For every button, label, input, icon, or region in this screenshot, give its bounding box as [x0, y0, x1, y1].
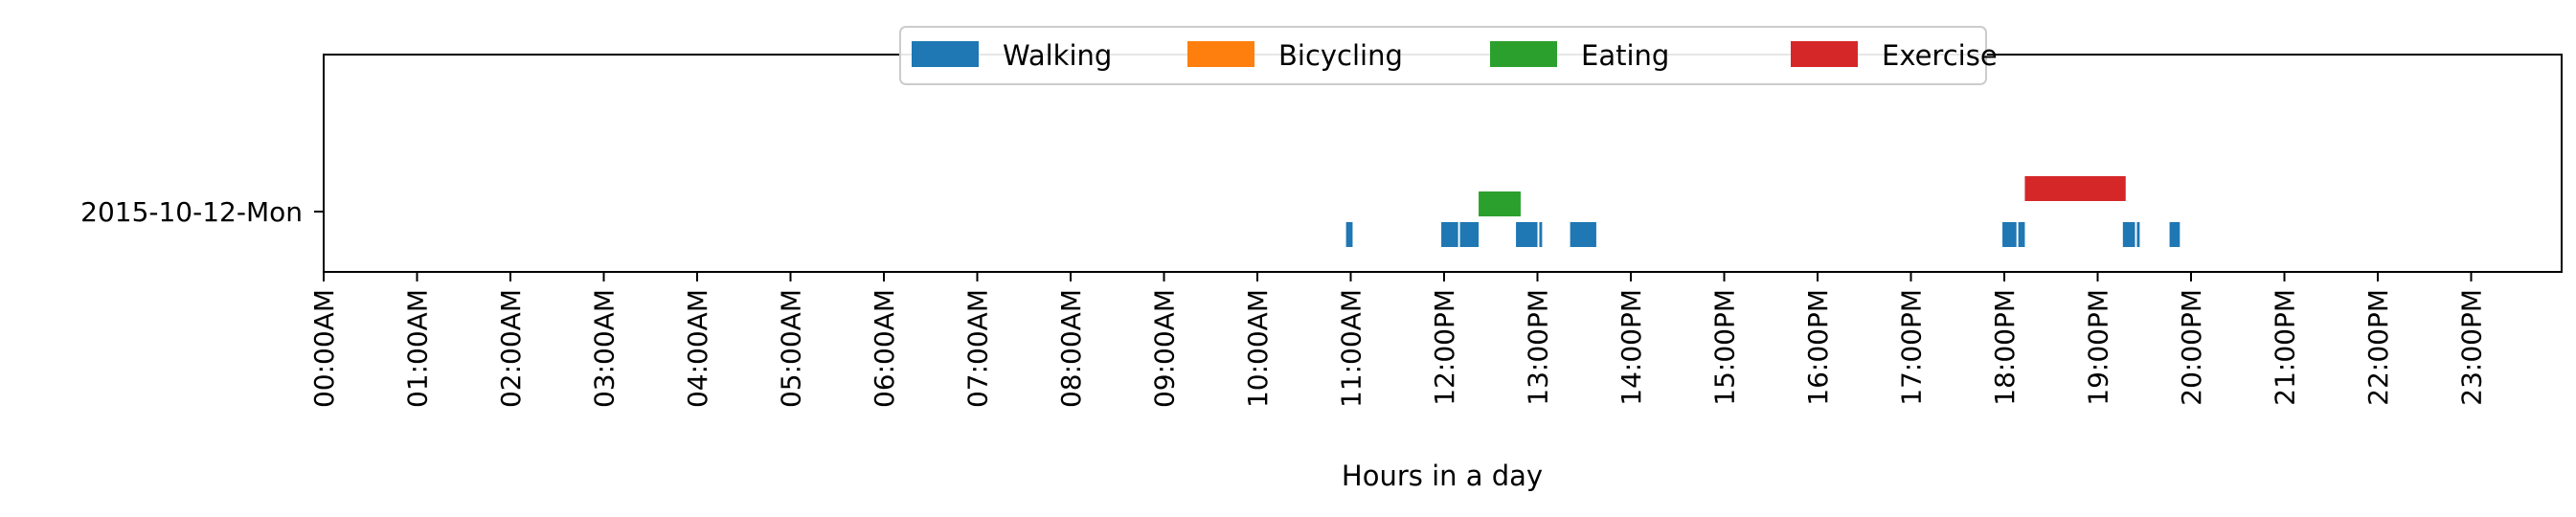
exercise-bar-0 [2024, 176, 2126, 201]
walking-bar-0 [1345, 222, 1353, 247]
x-tick-label-8: 08:00AM [1055, 289, 1087, 408]
x-axis: 00:00AM 01:00AM 02:00AM 03:00AM 04:00AM 05:00… [308, 272, 2488, 408]
walking-legend-swatch [912, 41, 979, 67]
x-tick-label-12: 12:00PM [1429, 289, 1460, 406]
x-tick-label-15: 15:00PM [1709, 289, 1741, 406]
walking-bar-4 [1539, 222, 1543, 247]
x-tick-label-4: 04:00AM [682, 289, 713, 408]
x-tick-label-10: 10:00AM [1242, 289, 1274, 408]
x-tick-label-9: 09:00AM [1149, 289, 1181, 408]
x-tick-label-1: 01:00AM [402, 289, 434, 408]
walking-bar-10 [2169, 222, 2181, 247]
x-tick-label-2: 02:00AM [495, 289, 527, 408]
x-tick-label-7: 07:00AM [962, 289, 994, 408]
x-axis-title: Hours in a day [1342, 460, 1543, 492]
walking-bar-2 [1459, 222, 1480, 247]
x-tick-label-14: 14:00PM [1616, 289, 1647, 406]
x-tick-label-17: 17:00PM [1896, 289, 1928, 406]
legend: Walking Bicycling Eating Exercise [899, 26, 1998, 85]
walking-bar-5 [1570, 222, 1596, 247]
eating-legend-label: Eating [1581, 39, 1669, 72]
walking-bar-3 [1516, 222, 1538, 247]
bicycling-legend-swatch [1187, 41, 1254, 67]
x-tick-label-22: 22:00PM [2362, 289, 2394, 406]
bicycling-legend-label: Bicycling [1278, 39, 1403, 72]
x-tick-label-16: 16:00PM [1802, 289, 1834, 406]
eating-legend-swatch [1490, 41, 1557, 67]
x-tick-label-0: 00:00AM [308, 289, 340, 408]
x-tick-label-19: 19:00PM [2083, 289, 2114, 406]
exercise-legend-label: Exercise [1882, 39, 1998, 72]
bars-layer [1345, 176, 2181, 247]
walking-bar-6 [2002, 222, 2017, 247]
x-tick-label-23: 23:00PM [2456, 289, 2488, 406]
y-tick-label-0: 2015-10-12-Mon [80, 196, 303, 228]
walking-bar-1 [1441, 222, 1458, 247]
walking-legend-label: Walking [1003, 39, 1112, 72]
exercise-legend-swatch [1791, 41, 1858, 67]
walking-bar-9 [2136, 222, 2140, 247]
x-tick-label-21: 21:00PM [2270, 289, 2301, 406]
walking-bar-8 [2122, 222, 2135, 247]
y-axis: 2015-10-12-Mon [80, 196, 324, 228]
x-tick-label-13: 13:00PM [1523, 289, 1554, 406]
x-tick-label-20: 20:00PM [2176, 289, 2207, 406]
legend-box [899, 26, 1987, 85]
x-tick-label-5: 05:00AM [776, 289, 807, 408]
walking-bar-7 [2018, 222, 2025, 247]
eating-bar-0 [1479, 191, 1521, 216]
x-tick-label-11: 11:00AM [1336, 289, 1367, 408]
x-tick-label-6: 06:00AM [869, 289, 900, 408]
x-tick-label-3: 03:00AM [589, 289, 621, 408]
x-tick-label-18: 18:00PM [1989, 289, 2021, 406]
